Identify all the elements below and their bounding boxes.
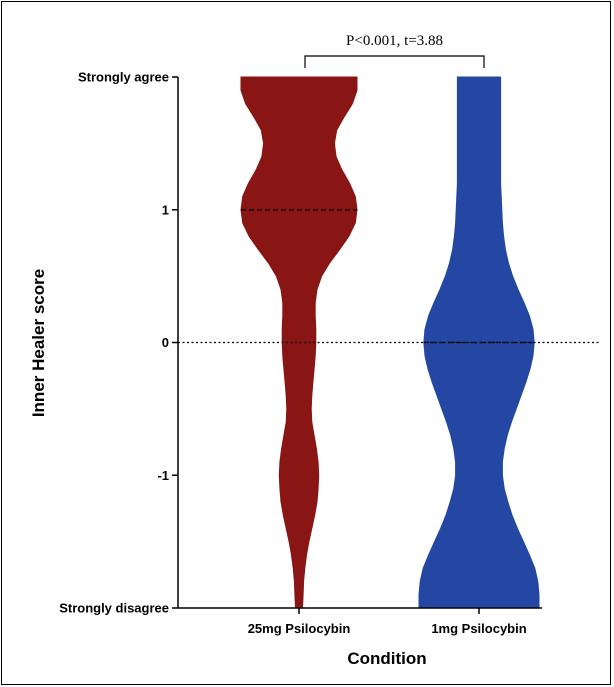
y-tick-label: Strongly disagree bbox=[59, 601, 169, 616]
x-tick-label: 1mg Psilocybin bbox=[431, 621, 526, 636]
y-ticks-layer: Strongly agree 1 0 -1 Strongly disagree bbox=[59, 70, 178, 616]
y-tick-label: 0 bbox=[162, 335, 169, 350]
x-ticks-layer: 25mg Psilocybin 1mg Psilocybin bbox=[248, 608, 527, 636]
bracket-line bbox=[304, 55, 485, 68]
violin-25mg-psilocybin bbox=[240, 76, 358, 609]
y-tick-label: Strongly agree bbox=[78, 70, 169, 85]
y-axis-title: Inner Healer score bbox=[29, 269, 48, 417]
y-tick-label: 1 bbox=[162, 202, 169, 217]
x-tick-label: 25mg Psilocybin bbox=[248, 621, 351, 636]
significance-bracket: P<0.001, t=3.88 bbox=[304, 33, 485, 68]
significance-annotation: P<0.001, t=3.88 bbox=[346, 33, 443, 49]
violin-1mg-psilocybin bbox=[418, 76, 540, 609]
y-tick-label: -1 bbox=[157, 468, 169, 483]
x-axis-title: Condition bbox=[347, 649, 426, 668]
